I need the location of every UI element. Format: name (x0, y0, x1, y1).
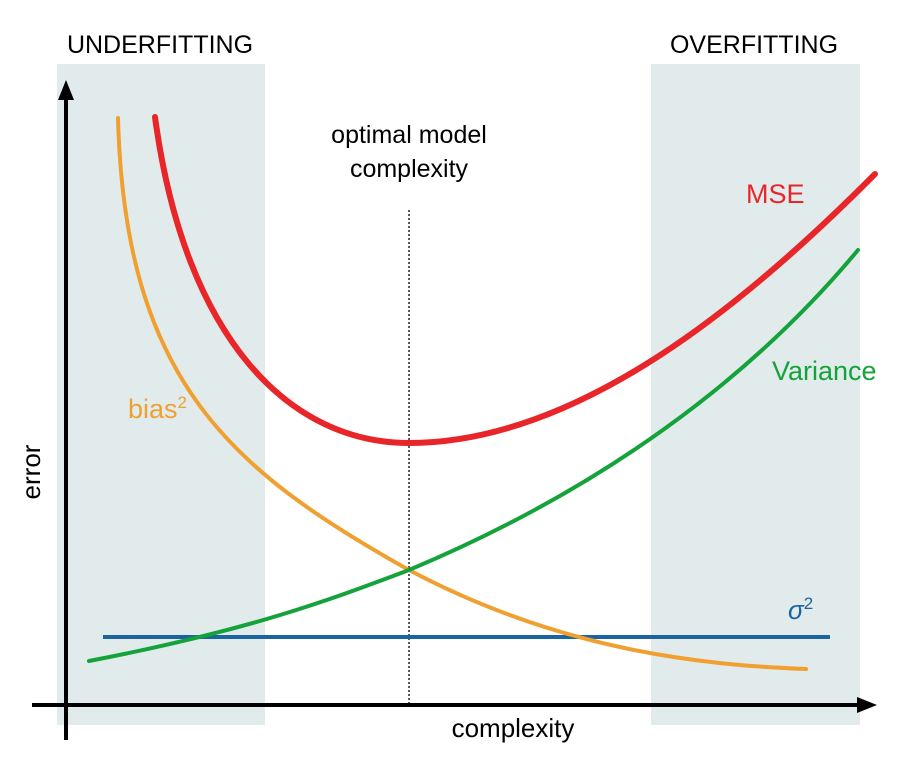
optimal-complexity-label-line1: optimal model (331, 121, 487, 149)
y-axis-arrowhead (58, 80, 74, 100)
noise-label: σ2 (788, 594, 813, 625)
bias-squared-curve (116, 116, 808, 671)
mse-label: MSE (746, 179, 805, 209)
optimal-complexity-label-line2: complexity (350, 155, 469, 183)
noise-label-superscript: 2 (804, 594, 813, 613)
bias-squared-label: bias2 (128, 393, 187, 424)
overfitting-region (651, 64, 860, 725)
x-axis-arrowhead (857, 697, 877, 713)
variance-curve (87, 248, 860, 663)
bias-label-superscript: 2 (178, 393, 187, 412)
noise-label-base: σ (788, 595, 805, 625)
overfitting-label: OVERFITTING (670, 31, 838, 59)
mse-curve (152, 114, 878, 447)
underfitting-region (57, 64, 265, 725)
bias-label-base: bias (128, 394, 178, 424)
x-axis-label: complexity (452, 713, 575, 743)
y-axis-label: error (16, 444, 46, 499)
underfitting-label: UNDERFITTING (67, 31, 253, 59)
variance-label: Variance (772, 356, 877, 386)
